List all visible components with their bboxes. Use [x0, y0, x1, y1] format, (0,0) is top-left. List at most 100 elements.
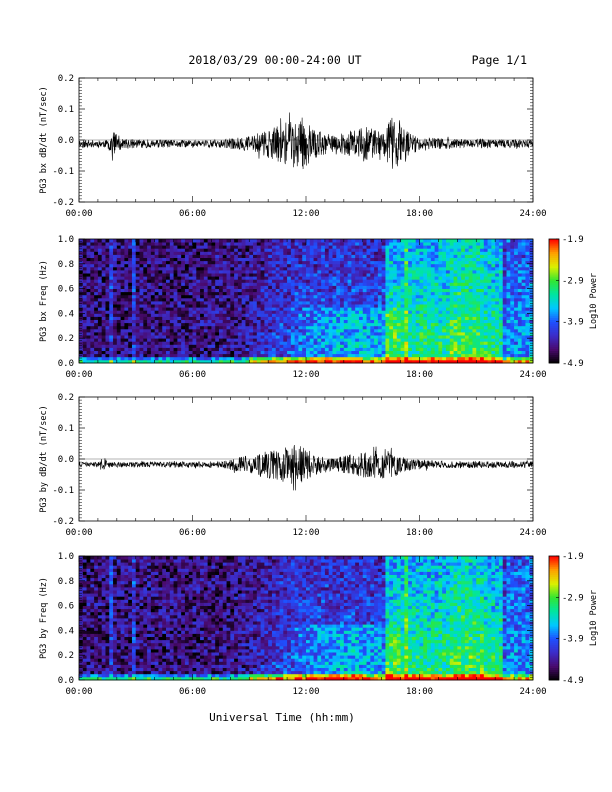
spectrogram-cell: [415, 335, 420, 339]
spectrogram-cell: [90, 276, 95, 280]
spectrogram-cell: [362, 257, 367, 262]
spectrogram-cell: [192, 310, 197, 314]
spectrogram-cell: [358, 310, 364, 314]
spectrogram-cell: [249, 307, 254, 311]
spectrogram-cell: [302, 288, 307, 293]
spectrogram-cell: [275, 266, 280, 271]
spectrogram-cell: [491, 297, 496, 302]
spectrogram-cell: [139, 254, 144, 258]
spectrogram-cell: [97, 332, 103, 336]
spectrogram-cell: [374, 260, 379, 265]
spectrogram-cell: [113, 356, 118, 361]
spectrogram-cell: [120, 291, 125, 296]
spectrogram-cell: [393, 254, 398, 258]
spectrogram-cell: [113, 276, 118, 280]
spectrogram-cell: [260, 319, 265, 324]
spectrogram-cell: [491, 279, 496, 283]
spectrogram-cell: [245, 313, 250, 317]
spectrogram-cell: [298, 301, 303, 305]
spectrogram-cell: [97, 239, 103, 243]
spectrogram-cell: [124, 344, 129, 348]
spectrogram-cell: [79, 310, 84, 314]
spectrogram-cell: [86, 319, 91, 324]
spectrogram-cell: [502, 273, 507, 277]
spectrogram-cell: [430, 251, 436, 255]
spectrogram-cell: [192, 279, 197, 283]
spectrogram-cell: [287, 356, 292, 361]
spectrogram-cell: [324, 297, 330, 302]
spectrogram-cell: [249, 332, 254, 336]
spectrogram-cell: [143, 257, 148, 262]
spectrogram-cell: [358, 350, 364, 355]
spectrogram-cell: [113, 341, 118, 345]
spectrogram-cell: [86, 294, 91, 299]
spectrogram-cell: [404, 239, 409, 243]
spectrogram-cell: [317, 307, 322, 311]
spectrogram-cell: [268, 353, 273, 358]
spectrogram-cell: [521, 276, 526, 280]
spectrogram-cell: [116, 251, 122, 255]
spectrogram-cell: [79, 307, 84, 311]
spectrogram-cell: [442, 276, 447, 280]
spectrogram-cell: [256, 350, 261, 355]
spectrogram-cell: [105, 245, 110, 249]
spectrogram-cell: [256, 319, 261, 324]
spectrogram-cell: [529, 332, 534, 336]
spectrogram-cell: [449, 291, 454, 296]
spectrogram-cell: [298, 239, 303, 243]
spectrogram-cell: [514, 359, 519, 364]
spectrogram-cell: [415, 294, 420, 299]
spectrogram-cell: [430, 273, 436, 277]
spectrogram-cell: [347, 254, 352, 258]
spectrogram-cell: [423, 294, 428, 299]
spectrogram-cell: [271, 325, 277, 330]
spectrogram-cell: [491, 344, 496, 348]
spectrogram-cell: [177, 248, 182, 252]
spectrogram-cell: [321, 273, 326, 277]
spectrogram-cell: [283, 245, 288, 249]
spectrogram-cell: [449, 285, 454, 289]
spectrogram-cell: [495, 359, 500, 364]
spectrogram-cell: [287, 273, 292, 277]
spectrogram-cell: [377, 242, 383, 246]
spectrogram-cell: [200, 347, 205, 351]
spectrogram-cell: [430, 325, 436, 330]
spectrogram-cell: [268, 319, 273, 324]
spectrogram-cell: [196, 304, 201, 308]
spectrogram-cell: [245, 332, 250, 336]
spectrogram-cell: [351, 335, 356, 339]
spectrogram-cell: [340, 353, 345, 358]
spectrogram-cell: [215, 285, 220, 289]
spectrogram-cell: [147, 273, 152, 277]
spectrogram-cell: [355, 356, 360, 361]
spectrogram-cell: [135, 239, 140, 243]
spectrogram-cell: [131, 242, 137, 246]
spectrogram-cell: [336, 322, 341, 327]
spectrogram-cell: [309, 254, 314, 258]
spectrogram-cell: [385, 263, 390, 268]
spectrogram-cell: [124, 328, 129, 333]
spectrogram-cell: [438, 242, 443, 246]
spectrogram-cell: [472, 325, 477, 330]
spectrogram-cell: [302, 335, 307, 339]
spectrogram-cell: [177, 301, 182, 305]
spectrogram-cell: [86, 304, 91, 308]
spectrogram-cell: [279, 266, 284, 271]
spectrogram-cell: [498, 316, 504, 320]
spectrogram-cell: [400, 332, 405, 336]
spectrogram-cell: [393, 316, 398, 320]
spectrogram-cell: [404, 313, 409, 317]
spectrogram-cell: [222, 356, 227, 361]
spectrogram-cell: [237, 248, 243, 252]
spectrogram-cell: [336, 316, 341, 320]
spectrogram-cell: [256, 301, 261, 305]
spectrogram-cell: [313, 341, 318, 345]
spectrogram-cell: [351, 301, 356, 305]
spectrogram-cell: [131, 313, 137, 317]
spectrogram-cell: [139, 273, 144, 277]
spectrogram-cell: [109, 291, 114, 296]
spectrogram-cell: [245, 344, 250, 348]
spectrogram-cell: [101, 316, 106, 320]
spectrogram-cell: [340, 332, 345, 336]
spectrogram-cell: [268, 254, 273, 258]
